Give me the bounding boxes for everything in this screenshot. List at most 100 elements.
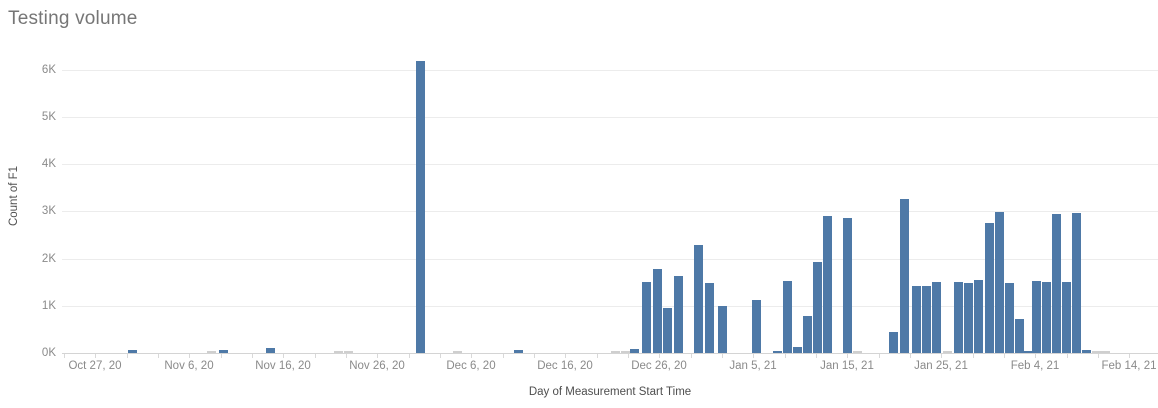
axis-tick-mark (1129, 354, 1130, 358)
y-tick-label: 5K (41, 111, 56, 124)
bar[interactable] (1071, 212, 1081, 353)
axis-tick-mark (597, 354, 598, 358)
axis-tick-mark (785, 354, 786, 358)
bar[interactable] (822, 216, 832, 353)
axis-tick-mark (1067, 354, 1068, 358)
bar[interactable] (921, 285, 931, 353)
axis-tick-mark (1098, 354, 1099, 358)
bar[interactable] (852, 351, 862, 353)
gridline (62, 117, 1158, 119)
bar[interactable] (641, 282, 651, 353)
axis-tick-mark (753, 354, 754, 358)
bar[interactable] (333, 351, 343, 353)
axis-tick-mark (534, 354, 535, 358)
bar[interactable] (772, 350, 782, 353)
bar[interactable] (452, 351, 462, 353)
bar[interactable] (1014, 319, 1024, 353)
axis-tick-mark (252, 354, 253, 358)
bar[interactable] (931, 281, 941, 353)
axis-tick-mark (283, 354, 284, 358)
bar[interactable] (513, 350, 523, 353)
bar[interactable] (717, 305, 727, 353)
chart-title: Testing volume (8, 8, 138, 29)
axis-tick-mark (315, 354, 316, 358)
bar[interactable] (963, 282, 973, 353)
x-tick-label: Feb 14, 21 (1101, 360, 1157, 372)
bar[interactable] (415, 60, 425, 353)
bar[interactable] (1091, 351, 1101, 353)
axis-tick-mark (503, 354, 504, 358)
bar[interactable] (782, 281, 792, 353)
bar[interactable] (888, 331, 898, 353)
bar[interactable] (1022, 350, 1032, 353)
bar[interactable] (265, 348, 275, 353)
bar[interactable] (802, 315, 812, 353)
x-tick-label: Feb 4, 21 (1010, 360, 1060, 372)
axis-tick-mark (722, 354, 723, 358)
y-tick-label: 2K (41, 252, 56, 265)
axis-tick-mark (879, 354, 880, 358)
axis-tick-mark (377, 354, 378, 358)
bar[interactable] (620, 351, 630, 353)
bar[interactable] (812, 262, 822, 353)
x-tick-label: Dec 26, 20 (631, 360, 687, 372)
axis-tick-mark (189, 354, 190, 358)
bar[interactable] (1100, 351, 1110, 353)
gridline (62, 164, 1158, 166)
bar[interactable] (343, 351, 353, 353)
axis-tick-mark (1004, 354, 1005, 358)
axis-tick-mark (565, 354, 566, 358)
axis-tick-mark (158, 354, 159, 358)
bar[interactable] (1061, 282, 1071, 353)
x-tick-label: Nov 6, 20 (164, 360, 214, 372)
axis-tick-mark (127, 354, 128, 358)
bar[interactable] (842, 218, 852, 353)
bar[interactable] (1081, 349, 1091, 353)
axis-tick-mark (910, 354, 911, 358)
axis-tick-mark (659, 354, 660, 358)
y-tick-label: 6K (41, 63, 56, 76)
x-axis-title: Day of Measurement Start Time (528, 386, 692, 398)
axis-tick-mark (847, 354, 848, 358)
y-axis-title: Count of F1 (8, 165, 20, 227)
gridline (62, 305, 1158, 307)
bar[interactable] (1004, 282, 1014, 353)
bar[interactable] (984, 222, 994, 353)
x-tick-label: Nov 26, 20 (349, 360, 405, 372)
bar[interactable] (206, 351, 216, 353)
bar[interactable] (693, 245, 703, 353)
bar[interactable] (652, 269, 662, 353)
x-tick-label: Jan 15, 21 (820, 360, 874, 372)
y-tick-label: 0K (41, 347, 56, 359)
bar[interactable] (911, 285, 921, 353)
axis-tick-mark (409, 354, 410, 358)
axis-tick-mark (440, 354, 441, 358)
axis-tick-mark (691, 354, 692, 358)
bar[interactable] (673, 275, 683, 353)
bar[interactable] (629, 349, 639, 353)
bar[interactable] (942, 351, 952, 353)
bar[interactable] (1031, 281, 1041, 353)
axis-tick-mark (941, 354, 942, 358)
bar[interactable] (704, 283, 714, 353)
y-tick-label: 3K (41, 205, 56, 218)
bar[interactable] (127, 349, 137, 353)
bar[interactable] (610, 351, 620, 353)
bar[interactable] (218, 349, 228, 353)
gridline (62, 69, 1158, 71)
bar[interactable] (953, 281, 963, 353)
bar[interactable] (899, 198, 909, 353)
x-tick-label: Dec 16, 20 (537, 360, 593, 372)
x-tick-label: Jan 25, 21 (914, 360, 968, 372)
bar[interactable] (792, 346, 802, 353)
bar[interactable] (662, 308, 672, 353)
bar[interactable] (973, 280, 983, 353)
bar[interactable] (1051, 214, 1061, 353)
gridline (62, 211, 1158, 213)
x-tick-label: Jan 5, 21 (729, 360, 777, 372)
bar[interactable] (1041, 282, 1051, 353)
axis-tick-mark (973, 354, 974, 358)
bar[interactable] (751, 299, 761, 353)
bar[interactable] (994, 211, 1004, 353)
